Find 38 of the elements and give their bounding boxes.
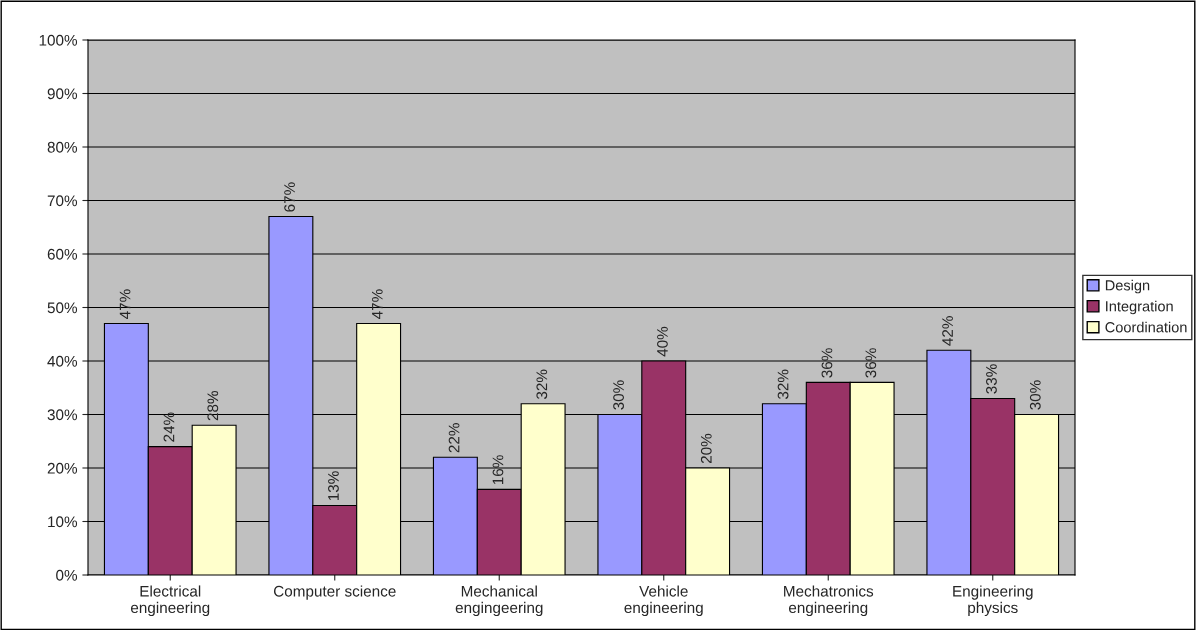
y-tick-label: 80%	[47, 141, 78, 153]
data-label: 30%	[1029, 380, 1041, 410]
y-tick-label: 70%	[47, 195, 78, 207]
y-tick-label: 10%	[48, 516, 78, 528]
data-label: 28%	[207, 391, 219, 421]
y-tick-label: 100%	[39, 34, 78, 46]
x-tick-label: Mechanical engingeering	[455, 585, 543, 617]
x-tick-label: Mechatronics engineering	[784, 585, 874, 617]
data-label: 32%	[777, 369, 789, 400]
y-tick-label: 0%	[56, 569, 78, 581]
data-label: 16%	[492, 455, 504, 485]
data-label: 47%	[119, 289, 131, 320]
data-label: 30%	[613, 380, 624, 410]
data-label: 42%	[942, 316, 953, 346]
data-label: 24%	[163, 412, 175, 442]
legend-label: Design	[1105, 279, 1150, 294]
x-tick-label: Computer science	[273, 585, 396, 600]
data-label: 20%	[700, 433, 712, 464]
data-label: 36%	[821, 348, 833, 378]
legend-label: Coordination	[1105, 321, 1187, 333]
x-tick-label: Vehicle engineering	[624, 585, 703, 617]
y-tick-label: 40%	[47, 355, 78, 367]
x-tick-label: Engineering physics	[953, 585, 1033, 617]
data-label: 22%	[448, 423, 460, 453]
data-label: 32%	[536, 369, 548, 400]
y-tick-label: 90%	[47, 88, 78, 100]
x-tick-label: Electrical engineering	[130, 585, 210, 617]
y-tick-label: 50%	[47, 302, 78, 314]
data-label: 33%	[986, 364, 997, 394]
legend-label: Integration	[1106, 300, 1173, 315]
y-tick-label: 30%	[47, 409, 78, 421]
y-tick-label: 60%	[47, 248, 78, 260]
y-tick-label: 20%	[47, 462, 78, 474]
data-label: 13%	[328, 471, 339, 501]
data-label: 36%	[865, 348, 877, 378]
data-label: 47%	[371, 289, 383, 320]
data-label: 67%	[284, 182, 295, 212]
data-label: 40%	[657, 326, 668, 357]
